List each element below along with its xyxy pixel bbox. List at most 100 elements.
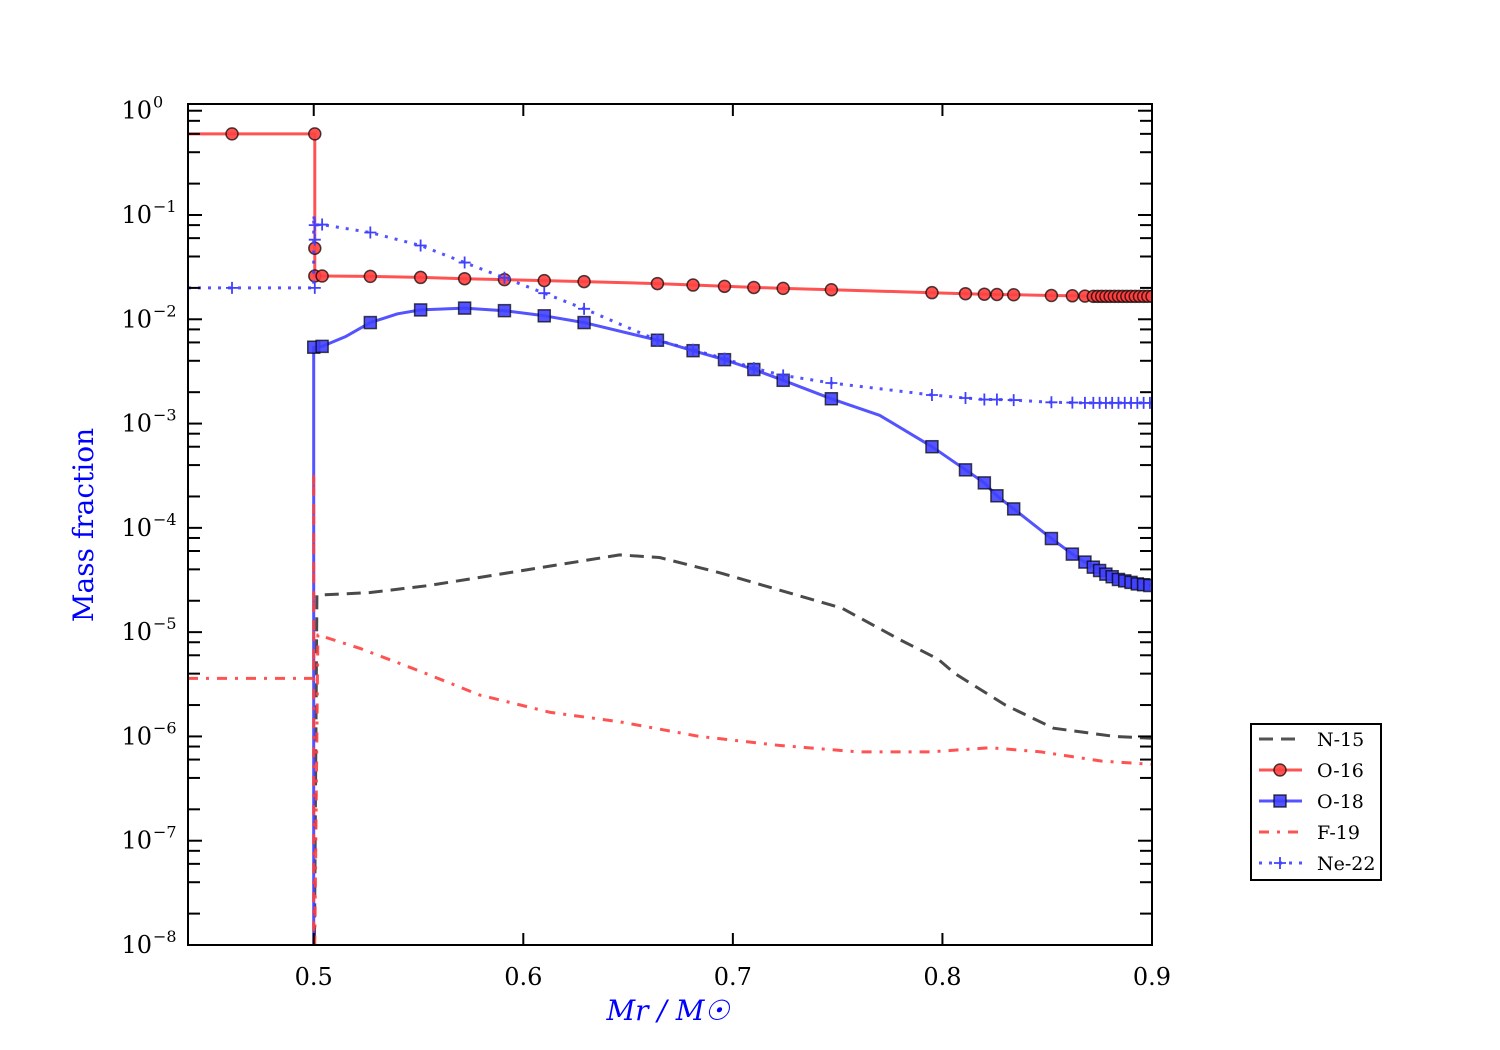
data-point-o-16 bbox=[650, 276, 665, 291]
data-point-o-18 bbox=[363, 315, 378, 330]
data-point-ne-22 bbox=[316, 218, 329, 231]
data-point-ne-22 bbox=[687, 343, 700, 356]
series-line-n-15 bbox=[312, 553, 1152, 945]
data-point-o-18 bbox=[577, 315, 591, 330]
series-n-15 bbox=[312, 553, 1152, 945]
data-point-o-16 bbox=[776, 281, 790, 296]
data-point-o-18 bbox=[413, 303, 428, 317]
y-tick-exponent: −4 bbox=[153, 510, 177, 529]
series-line-o-16 bbox=[188, 132, 1152, 298]
data-point-o-18 bbox=[315, 339, 329, 354]
data-point-o-18 bbox=[457, 301, 472, 315]
legend-item-n-15: N-15 bbox=[1259, 729, 1364, 751]
y-tick-exponent: −6 bbox=[153, 718, 177, 737]
data-point-ne-22 bbox=[578, 302, 591, 315]
data-point-o-18 bbox=[497, 303, 512, 318]
plot-frame bbox=[187, 103, 1153, 946]
y-tick-exponent: −3 bbox=[153, 406, 177, 425]
data-point-o-16 bbox=[577, 274, 591, 289]
data-point-o-18 bbox=[977, 476, 992, 490]
y-axis-title: Mass fraction bbox=[67, 428, 100, 622]
data-point-o-16 bbox=[537, 273, 552, 288]
data-point-ne-22 bbox=[1066, 396, 1079, 409]
y-tick-label: 10 bbox=[121, 722, 152, 750]
y-tick-label: 10 bbox=[121, 931, 152, 959]
data-point-ne-22 bbox=[777, 369, 790, 382]
series-o-18 bbox=[306, 301, 1152, 945]
data-point-o-18 bbox=[925, 439, 939, 454]
x-tick-label: 0.7 bbox=[714, 963, 752, 991]
y-tick-exponent: −8 bbox=[153, 927, 177, 946]
data-point-o-16 bbox=[958, 286, 973, 301]
data-point-o-16 bbox=[717, 279, 732, 294]
data-point-o-18 bbox=[990, 489, 1004, 503]
y-tick-label: 10 bbox=[121, 97, 152, 125]
data-point-ne-22 bbox=[718, 352, 731, 365]
y-tick-exponent: −1 bbox=[153, 197, 177, 216]
data-point-o-18 bbox=[1044, 531, 1059, 546]
series-line-ne-22 bbox=[188, 213, 1152, 405]
data-point-o-16 bbox=[990, 287, 1004, 302]
series-line-o-18 bbox=[312, 306, 1152, 945]
x-tick-label: 0.9 bbox=[1133, 963, 1171, 991]
y-tick-label: 10 bbox=[121, 618, 152, 646]
data-point-ne-22 bbox=[226, 281, 239, 294]
y-tick-exponent: −2 bbox=[153, 301, 177, 320]
data-point-o-18 bbox=[1065, 547, 1080, 561]
data-point-ne-22 bbox=[308, 281, 321, 294]
data-point-ne-22 bbox=[364, 226, 377, 239]
data-point-ne-22 bbox=[651, 334, 664, 347]
data-point-ne-22 bbox=[1045, 396, 1058, 409]
data-point-o-18 bbox=[958, 463, 973, 477]
data-point-ne-22 bbox=[1007, 394, 1020, 407]
legend-label: O-18 bbox=[1317, 791, 1364, 813]
y-tick-exponent: 0 bbox=[153, 93, 163, 112]
legend-marker bbox=[1273, 794, 1287, 808]
data-point-o-18 bbox=[1006, 502, 1021, 516]
data-point-o-16 bbox=[977, 287, 992, 301]
x-tick-label: 0.6 bbox=[504, 963, 542, 991]
data-point-ne-22 bbox=[458, 256, 471, 269]
data-point-o-16 bbox=[315, 269, 329, 283]
data-point-ne-22 bbox=[538, 287, 551, 300]
legend-label: O-16 bbox=[1317, 760, 1364, 782]
legend-marker bbox=[1274, 857, 1286, 869]
series-ne-22 bbox=[188, 213, 1152, 409]
y-tick-label: 10 bbox=[121, 201, 152, 229]
data-point-o-16 bbox=[413, 270, 428, 285]
x-tick-label: 0.5 bbox=[295, 963, 333, 991]
data-point-ne-22 bbox=[990, 393, 1003, 406]
data-point-ne-22 bbox=[414, 239, 427, 252]
legend-label: Ne-22 bbox=[1317, 853, 1375, 875]
data-point-ne-22 bbox=[959, 391, 972, 404]
legend-item-f-19: F-19 bbox=[1259, 822, 1360, 844]
data-point-ne-22 bbox=[825, 376, 838, 389]
data-point-ne-22 bbox=[308, 233, 321, 246]
legend-item-o-16: O-16 bbox=[1259, 760, 1364, 782]
y-tick-exponent: −5 bbox=[153, 614, 177, 633]
data-point-o-18 bbox=[537, 309, 552, 323]
legend: N-15 O-16 O-18 F-19 Ne-22 bbox=[1250, 723, 1382, 881]
data-point-o-16 bbox=[1044, 288, 1059, 303]
series-layer bbox=[188, 127, 1152, 945]
legend-item-ne-22: Ne-22 bbox=[1259, 853, 1375, 875]
legend-label: F-19 bbox=[1317, 822, 1360, 844]
data-point-o-16 bbox=[1145, 289, 1152, 304]
legend-item-o-18: O-18 bbox=[1259, 791, 1364, 813]
data-point-ne-22 bbox=[978, 393, 991, 406]
x-tick-label: 0.8 bbox=[923, 963, 961, 991]
y-tick-label: 10 bbox=[121, 514, 152, 542]
data-point-ne-22 bbox=[925, 388, 938, 401]
y-tick-label: 10 bbox=[121, 827, 152, 855]
legend-label: N-15 bbox=[1317, 729, 1364, 751]
data-point-o-16 bbox=[1006, 287, 1021, 302]
y-tick-label: 10 bbox=[121, 305, 152, 333]
data-point-o-18 bbox=[824, 392, 839, 406]
legend-marker bbox=[1273, 763, 1287, 777]
y-tick-exponent: −7 bbox=[153, 823, 177, 842]
data-point-o-16 bbox=[308, 127, 322, 141]
data-point-o-16 bbox=[824, 282, 839, 297]
data-point-o-16 bbox=[686, 278, 700, 292]
